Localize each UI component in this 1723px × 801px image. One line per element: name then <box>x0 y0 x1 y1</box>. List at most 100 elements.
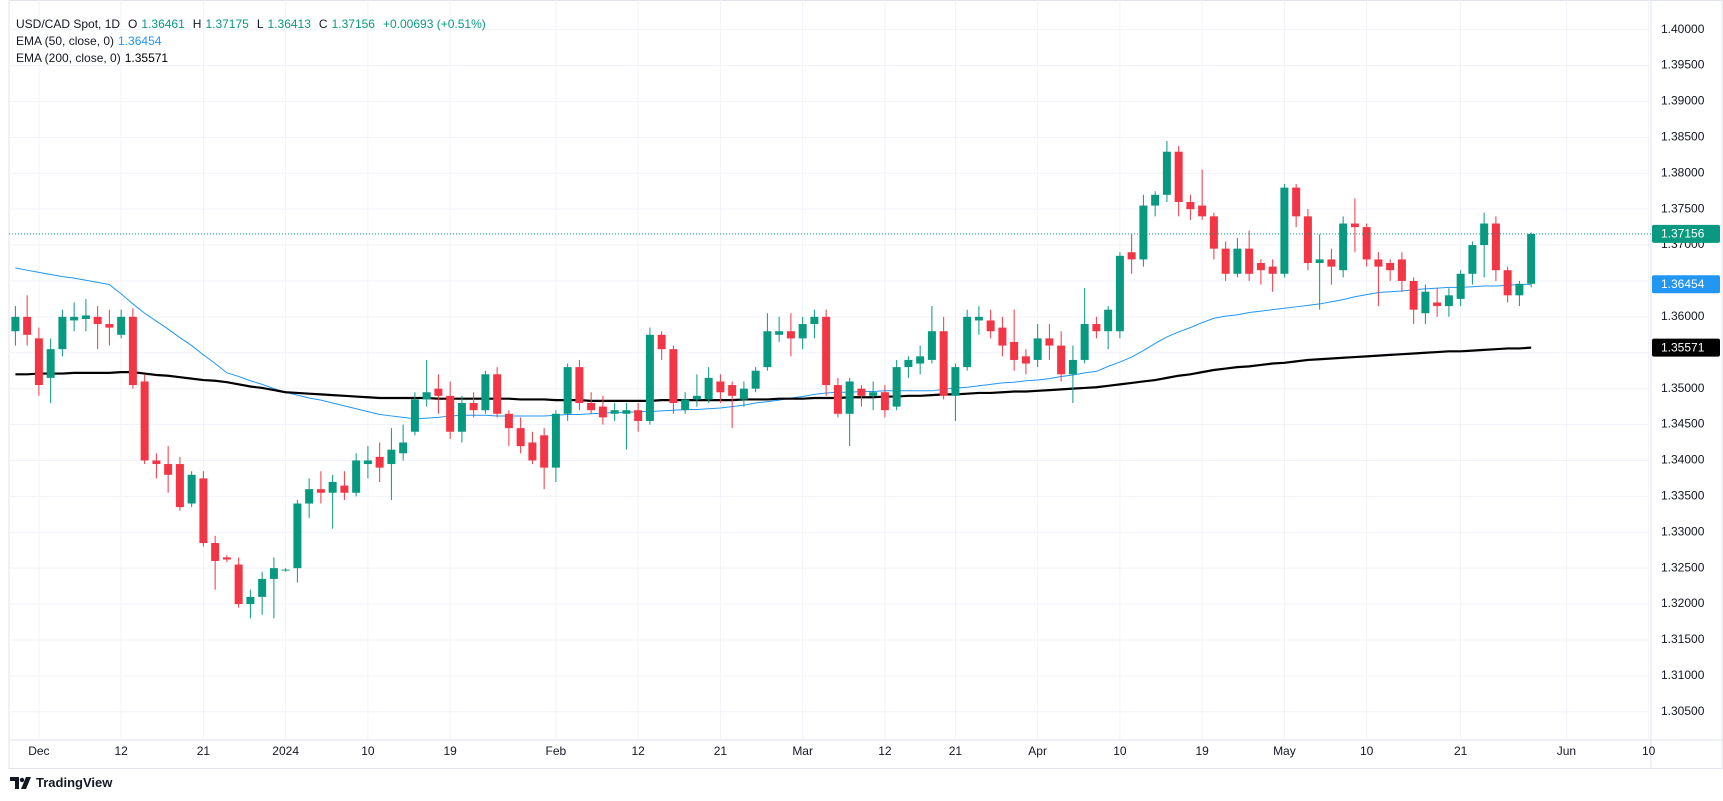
price-label: 1.35571 <box>1661 340 1705 354</box>
candle-body <box>34 338 43 386</box>
candle-body <box>634 410 643 421</box>
candle-body <box>1468 245 1477 274</box>
candle-body <box>1527 233 1536 284</box>
y-tick-label: 1.30500 <box>1661 704 1705 718</box>
legend-main: USD/CAD Spot, 1D O 1.36461 H 1.37175 L 1.3641… <box>16 16 486 33</box>
ema-line <box>15 346 1532 402</box>
candle-body <box>1491 223 1500 271</box>
y-tick-label: 1.37500 <box>1661 201 1705 215</box>
candle-body <box>152 460 161 465</box>
candle-body <box>128 316 137 386</box>
candle-body <box>751 370 760 389</box>
candle-body <box>1350 223 1359 228</box>
candle-body <box>927 331 936 360</box>
candle-body <box>1162 151 1171 195</box>
candle-body <box>1339 223 1348 271</box>
candle-body <box>669 349 678 404</box>
candle-body <box>340 485 349 493</box>
candle-body <box>258 578 267 597</box>
candle-body <box>1444 295 1453 307</box>
candle-body <box>222 557 231 560</box>
candle-body <box>1233 248 1242 274</box>
candle-body <box>974 316 983 321</box>
y-tick-label: 1.33500 <box>1661 489 1705 503</box>
candle-body <box>610 410 619 414</box>
ohlc-value: 1.36461 <box>141 17 185 31</box>
logo-shape <box>10 776 31 789</box>
candle-body <box>375 456 384 468</box>
candle-body <box>434 388 443 396</box>
candle-body <box>293 503 302 569</box>
candle-body <box>1315 259 1324 264</box>
candle-body <box>1245 248 1254 274</box>
logo-dot <box>19 777 25 782</box>
ohlc-key: C <box>318 17 328 31</box>
candle-body <box>1503 270 1512 296</box>
candle-body <box>810 316 819 325</box>
candle-body <box>1092 324 1101 332</box>
candle-body <box>516 428 525 447</box>
y-tick-label: 1.33000 <box>1661 524 1705 538</box>
y-tick-label: 1.36000 <box>1661 309 1705 323</box>
x-tick-label: Apr <box>1028 744 1047 758</box>
candle-body <box>328 481 337 493</box>
y-tick-label: 1.38500 <box>1661 130 1705 144</box>
x-tick-label: 21 <box>714 744 728 758</box>
candle-body <box>1198 205 1207 217</box>
x-tick-label: 21 <box>1454 744 1468 758</box>
plot-frame <box>8 0 1723 769</box>
candle-body <box>199 478 208 544</box>
candle-body <box>234 564 243 605</box>
candle-body <box>481 374 490 411</box>
candle-body <box>845 381 854 414</box>
candle-body <box>1268 266 1277 274</box>
price-label-box <box>1652 224 1720 243</box>
candle-body <box>1068 359 1077 375</box>
x-tick-label: Jun <box>1557 744 1576 758</box>
x-tick-label: 10 <box>361 744 375 758</box>
candle-body <box>692 395 701 400</box>
candle-body <box>540 435 549 468</box>
candle-body <box>1174 151 1183 202</box>
symbol-title: USD/CAD Spot, 1D <box>16 17 121 31</box>
candle-body <box>528 442 537 461</box>
ohlc-key: L <box>256 17 264 31</box>
legend-item: EMA (50, close, 0) 1.36454 <box>16 33 486 50</box>
candle-body <box>1080 324 1089 360</box>
ohlc-value: 1.37175 <box>205 17 249 31</box>
candle-body <box>187 474 196 504</box>
candle-body <box>305 489 314 504</box>
candle-body <box>728 385 737 396</box>
x-tick-label: 12 <box>631 744 645 758</box>
brand: TradingView <box>10 775 112 790</box>
candle-body <box>1292 187 1301 217</box>
candle-body <box>986 320 995 332</box>
ohlc-key: O <box>128 17 138 31</box>
candle-body <box>140 381 149 461</box>
candle-body <box>175 464 184 508</box>
y-tick-label: 1.31500 <box>1661 632 1705 646</box>
candle-body <box>775 331 784 335</box>
candle-body <box>70 316 79 321</box>
candle-body <box>1021 356 1030 364</box>
candle-body <box>504 413 513 429</box>
x-tick-label: May <box>1273 744 1296 758</box>
candle-body <box>363 460 372 465</box>
candle-body <box>739 388 748 400</box>
price-label: 1.36454 <box>1661 277 1705 291</box>
candle-body <box>951 367 960 396</box>
y-tick-label: 1.35000 <box>1661 381 1705 395</box>
y-tick-label: 1.40000 <box>1661 22 1705 36</box>
candle-body <box>387 449 396 465</box>
candle-body <box>880 392 889 411</box>
candle-body <box>1104 309 1113 332</box>
y-tick-label: 1.32000 <box>1661 596 1705 610</box>
candle-body <box>164 464 173 475</box>
candle-body <box>1456 273 1465 299</box>
candle-body <box>211 543 220 561</box>
candle-body <box>1209 216 1218 249</box>
candle-body <box>1397 259 1406 281</box>
candle-body <box>916 356 925 364</box>
candle-body <box>281 569 290 571</box>
ohlc-key: H <box>192 17 202 31</box>
